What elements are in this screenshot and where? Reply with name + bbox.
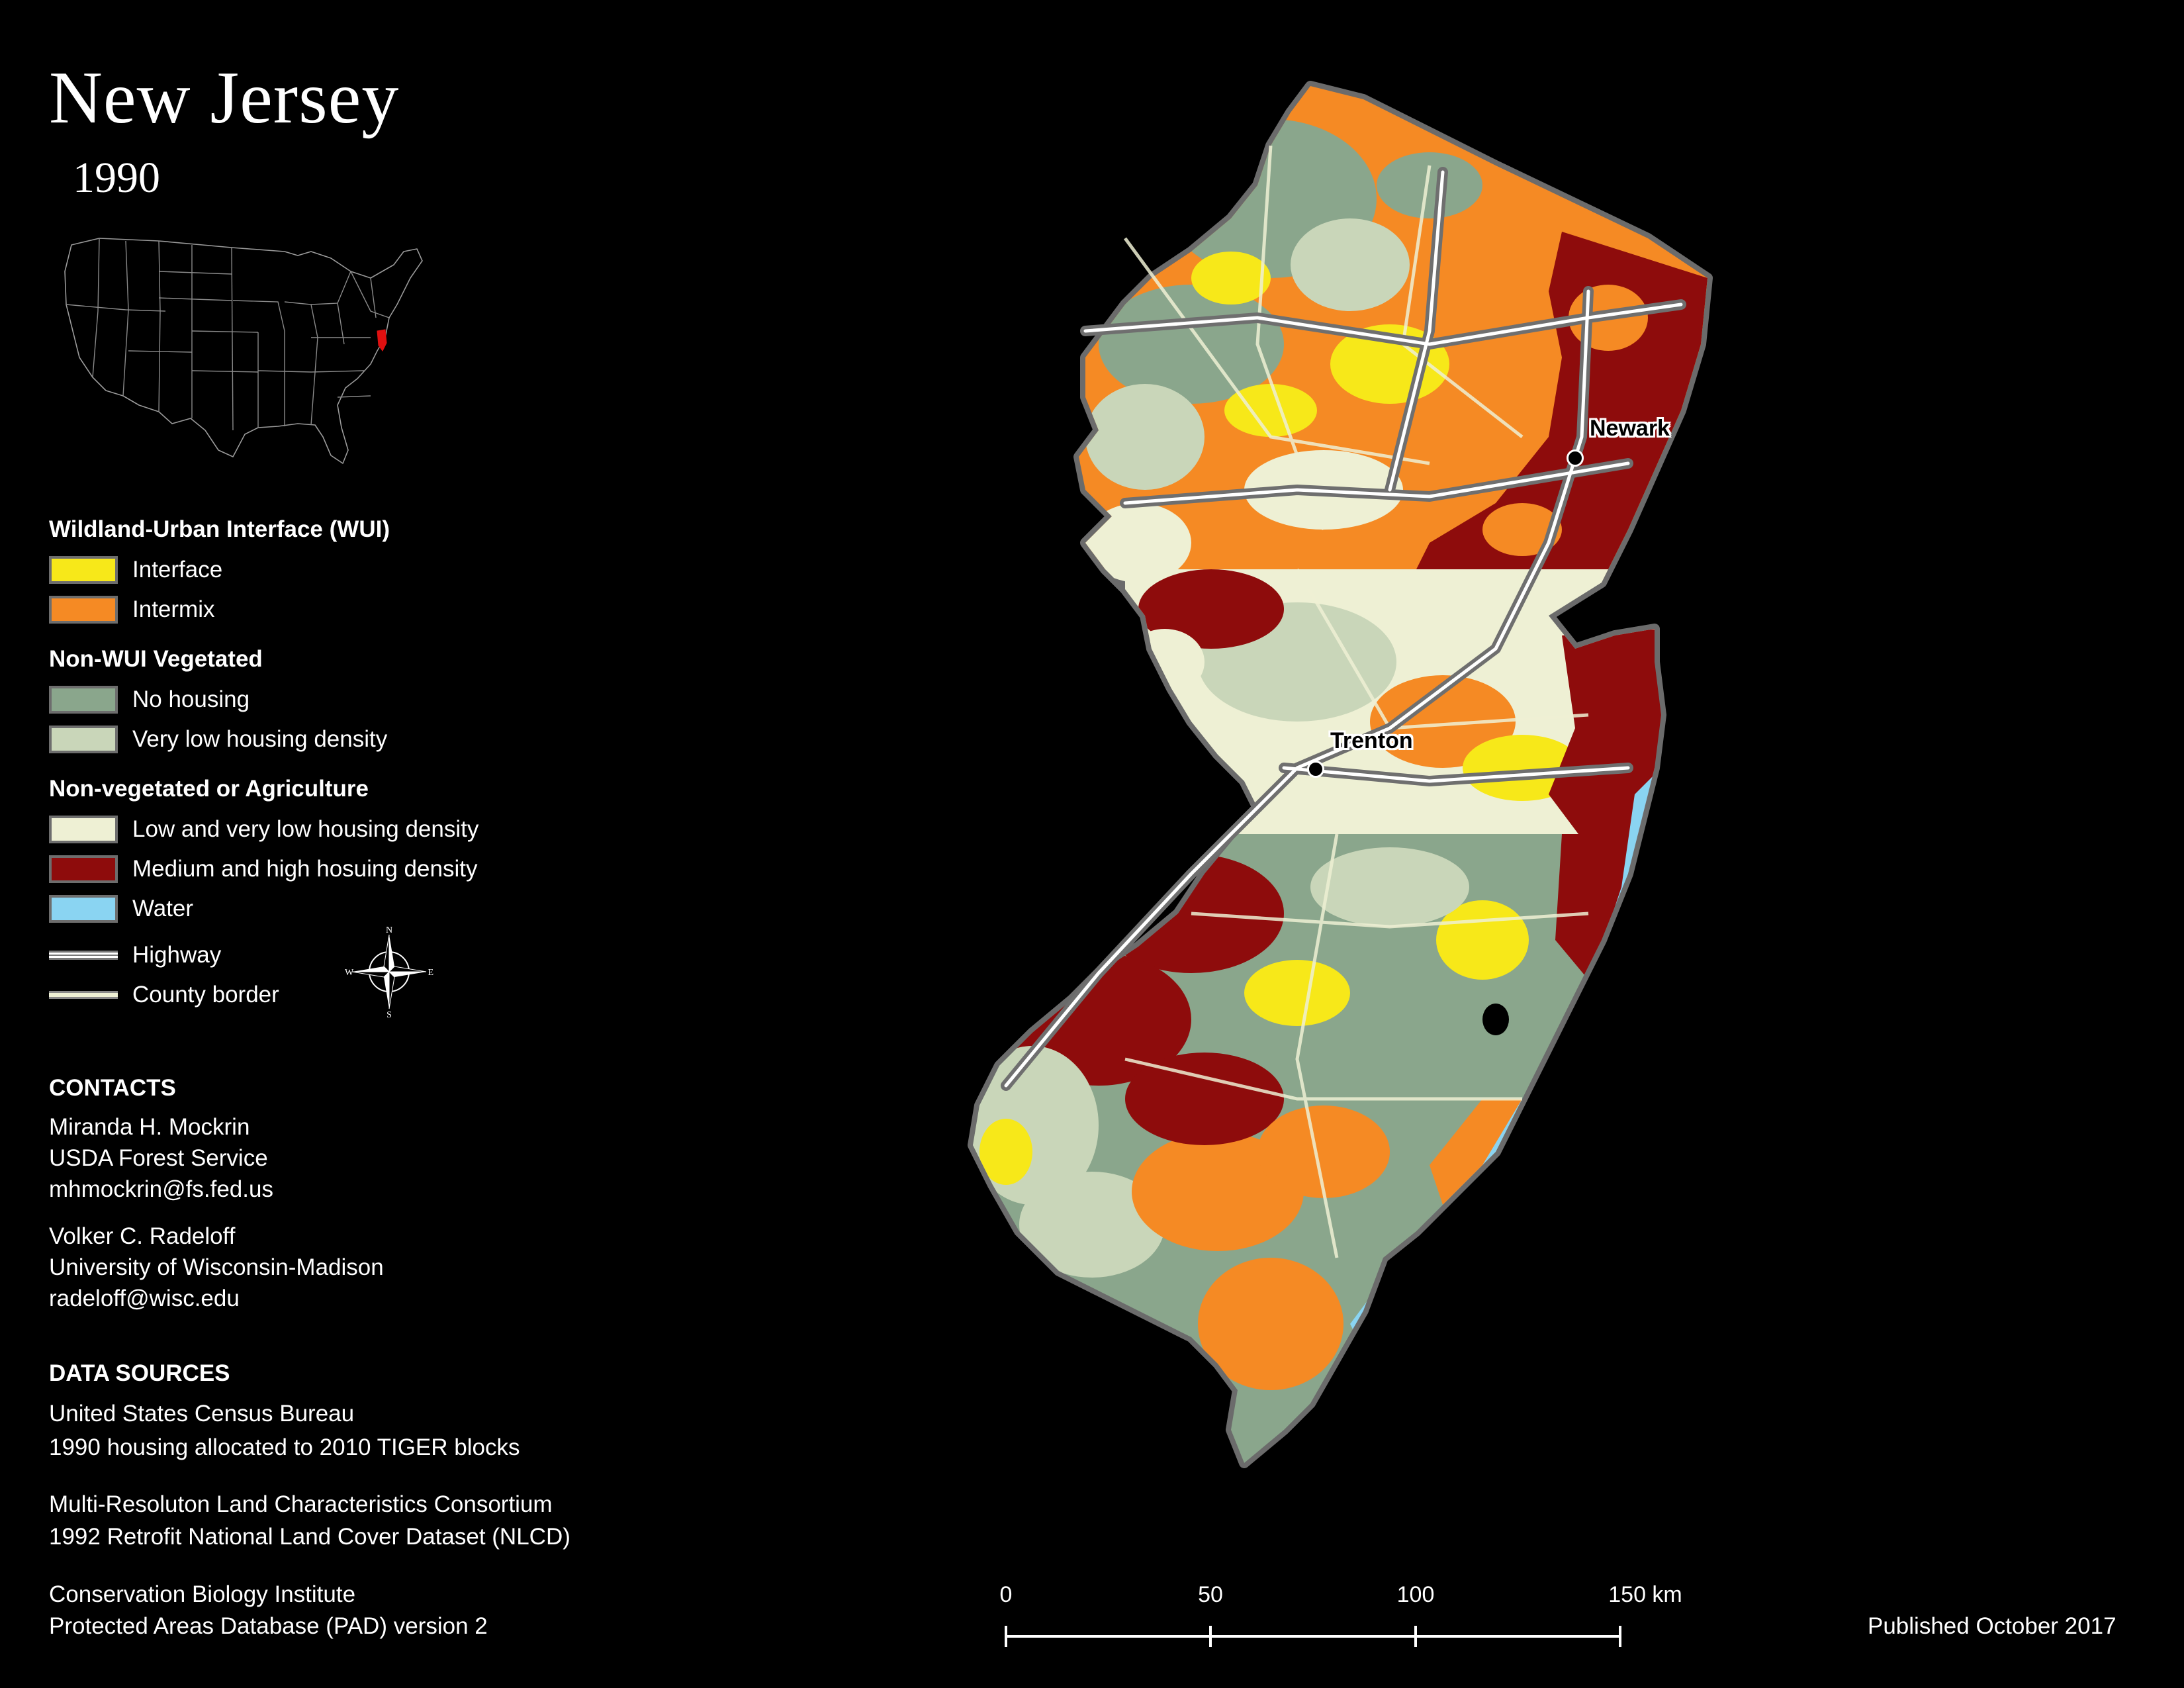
- legend-label: Highway: [132, 942, 222, 968]
- legend-label: Water: [132, 896, 194, 921]
- compass-w: W: [345, 968, 354, 978]
- contact-email[interactable]: mhmockrin@fs.fed.us: [49, 1176, 273, 1202]
- scale-label: 0: [999, 1582, 1013, 1607]
- newark-city-marker: [1567, 449, 1584, 467]
- data-source-line: Conservation Biology Institute: [49, 1581, 356, 1607]
- data-sources-heading: DATA SOURCES: [49, 1360, 230, 1386]
- very-low-housing-swatch: [49, 726, 118, 753]
- data-source-line: Protected Areas Database (PAD) version 2: [49, 1613, 488, 1639]
- legend-item-very-low-housing: Very low housing density: [49, 723, 387, 756]
- medium-high-housing-swatch: [49, 855, 118, 883]
- legend-item-water: Water: [49, 892, 193, 925]
- scale-bar-line: [1005, 1626, 1621, 1647]
- compass-n: N: [386, 925, 392, 935]
- trenton-label: Trenton: [1330, 728, 1413, 753]
- data-source-line: 1992 Retrofit National Land Cover Datase…: [49, 1524, 570, 1550]
- legend-item-no-housing: No housing: [49, 683, 250, 716]
- scale-label: 150 km: [1608, 1582, 1682, 1607]
- legend-item-medium-high-housing: Medium and high hosuing density: [49, 853, 477, 886]
- data-source-line: Multi-Resoluton Land Characteristics Con…: [49, 1491, 553, 1517]
- compass-rose-icon: N S E W: [345, 925, 433, 1018]
- interface-swatch: [49, 556, 118, 584]
- usa-outline: [64, 238, 423, 464]
- trenton-city-marker: [1307, 761, 1324, 778]
- contact-name: Volker C. Radeloff: [49, 1223, 236, 1249]
- contact-org: University of Wisconsin-Madison: [49, 1254, 384, 1280]
- scale-bar: 0 50 100 150 km: [986, 1582, 1714, 1655]
- legend-heading-wui: Wildland-Urban Interface (WUI): [49, 516, 390, 542]
- contact-name: Miranda H. Mockrin: [49, 1114, 250, 1140]
- scale-label: 50: [1198, 1582, 1223, 1607]
- legend-heading-nonwui: Non-WUI Vegetated: [49, 646, 263, 672]
- legend-label: Very low housing density: [132, 726, 388, 752]
- scale-label: 100: [1396, 1582, 1435, 1607]
- compass-s: S: [387, 1010, 392, 1018]
- legend-label: County border: [132, 982, 279, 1008]
- county-border-swatch: [49, 981, 118, 1009]
- legend-item-highway: Highway: [49, 939, 221, 972]
- legend-label: No housing: [132, 686, 250, 712]
- legend-heading-nonveg: Non-vegetated or Agriculture: [49, 776, 369, 802]
- map-year: 1990: [73, 154, 160, 202]
- newark-label: Newark: [1590, 416, 1670, 441]
- legend-label: Medium and high hosuing density: [132, 856, 478, 882]
- contact-email[interactable]: radeloff@wisc.edu: [49, 1286, 240, 1311]
- published-date: Published October 2017: [1868, 1613, 2116, 1639]
- no-housing-swatch: [49, 686, 118, 714]
- intermix-swatch: [49, 596, 118, 624]
- new-jersey-wui-map: [968, 81, 1713, 1468]
- legend-label: Intermix: [132, 596, 215, 622]
- water-swatch: [49, 895, 118, 923]
- legend-label: Interface: [132, 557, 223, 583]
- contacts-heading: CONTACTS: [49, 1075, 176, 1101]
- new-jersey-highlight: [377, 329, 387, 352]
- legend-label: Low and very low housing density: [132, 816, 479, 842]
- map-title: New Jersey: [49, 57, 400, 139]
- legend-item-county-border: County border: [49, 978, 279, 1011]
- usa-locator-map: [64, 238, 423, 464]
- low-housing-swatch: [49, 816, 118, 843]
- compass-e: E: [428, 968, 433, 978]
- data-source-line: 1990 housing allocated to 2010 TIGER blo…: [49, 1434, 520, 1460]
- legend-item-low-housing: Low and very low housing density: [49, 813, 478, 846]
- legend-item-interface: Interface: [49, 553, 222, 586]
- contact-org: USDA Forest Service: [49, 1145, 268, 1171]
- legend-item-intermix: Intermix: [49, 593, 214, 626]
- data-source-line: United States Census Bureau: [49, 1401, 355, 1427]
- highway-swatch: [49, 941, 118, 969]
